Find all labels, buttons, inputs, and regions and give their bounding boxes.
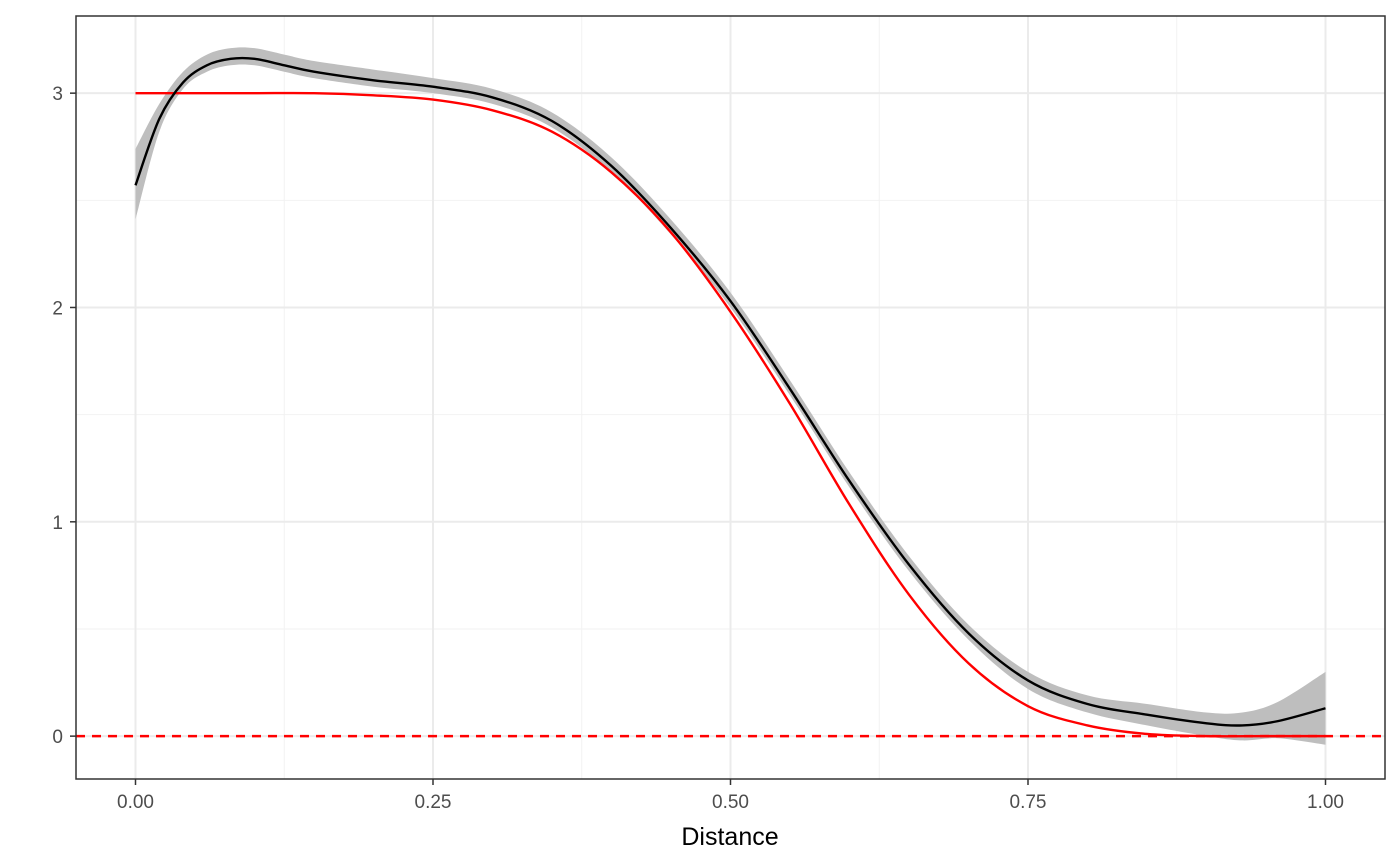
y-tick-label: 1: [52, 513, 63, 534]
true-curve-line: [135, 91, 1326, 738]
x-tick-label: 0.75: [1010, 792, 1047, 813]
smoothed-fit-line: [134, 56, 1326, 727]
series-lines: [134, 56, 1326, 738]
x-axis-ticks: 0.00 0.25 0.50 0.75 1.00: [117, 779, 1344, 813]
y-axis-ticks: 0 1 2 3: [52, 84, 76, 748]
x-axis-title: Distance: [681, 823, 778, 851]
x-tick-label: 1.00: [1307, 792, 1344, 813]
y-tick-label: 0: [52, 727, 63, 748]
x-tick-label: 0.25: [415, 792, 452, 813]
x-tick-label: 0.00: [117, 792, 154, 813]
y-tick-label: 3: [52, 84, 63, 105]
x-tick-label: 0.50: [712, 792, 749, 813]
y-tick-label: 2: [52, 298, 63, 319]
